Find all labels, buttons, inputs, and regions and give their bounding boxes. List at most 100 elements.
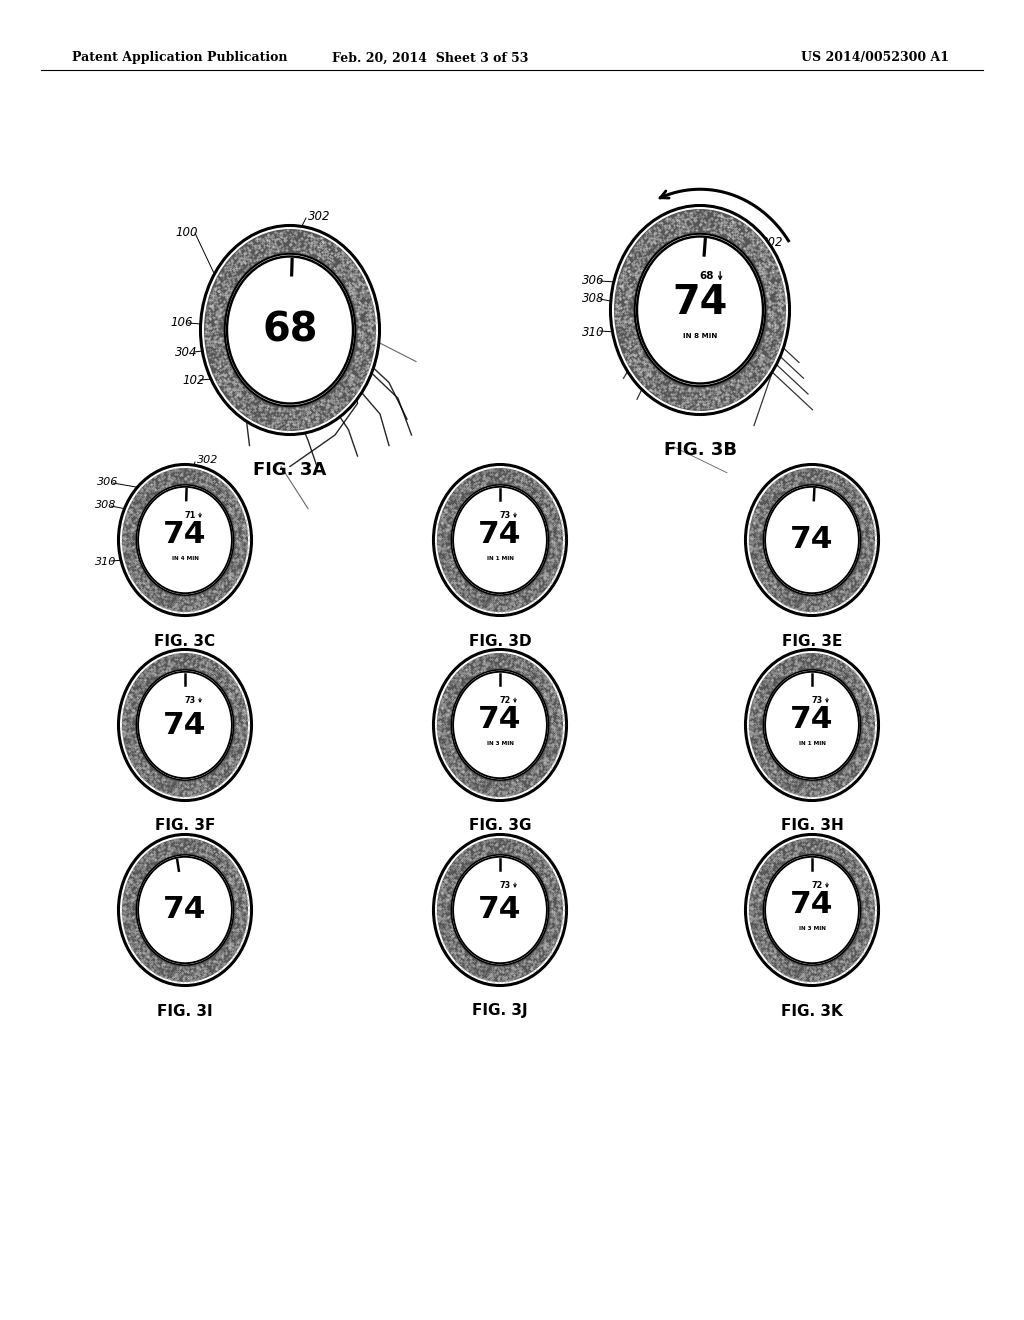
Text: 102: 102 xyxy=(182,374,205,387)
Ellipse shape xyxy=(745,649,879,801)
Ellipse shape xyxy=(765,857,859,964)
Text: IN 3 MIN: IN 3 MIN xyxy=(799,927,825,931)
Ellipse shape xyxy=(224,253,355,407)
Text: FIG. 3I: FIG. 3I xyxy=(158,1003,213,1019)
Ellipse shape xyxy=(122,469,248,612)
Text: 73: 73 xyxy=(499,880,510,890)
Text: FIG. 3K: FIG. 3K xyxy=(781,1003,843,1019)
Text: 74: 74 xyxy=(163,710,207,739)
Ellipse shape xyxy=(610,205,790,414)
Ellipse shape xyxy=(764,855,860,965)
Ellipse shape xyxy=(433,649,567,801)
Ellipse shape xyxy=(764,484,860,595)
Text: 106: 106 xyxy=(170,315,193,329)
Ellipse shape xyxy=(120,466,250,614)
Text: 74: 74 xyxy=(478,705,522,734)
Ellipse shape xyxy=(433,465,567,616)
Text: US 2014/0052300 A1: US 2014/0052300 A1 xyxy=(801,51,949,65)
Text: 100: 100 xyxy=(175,226,198,239)
Ellipse shape xyxy=(435,466,565,614)
Ellipse shape xyxy=(122,653,248,797)
Text: 310: 310 xyxy=(582,326,604,338)
Ellipse shape xyxy=(452,484,549,595)
Ellipse shape xyxy=(745,465,879,616)
Ellipse shape xyxy=(635,234,765,387)
Ellipse shape xyxy=(120,651,250,799)
Text: FIG. 3G: FIG. 3G xyxy=(469,818,531,833)
Text: IN 3 MIN: IN 3 MIN xyxy=(486,741,513,746)
Ellipse shape xyxy=(746,651,877,799)
Ellipse shape xyxy=(437,838,563,982)
Ellipse shape xyxy=(118,834,252,986)
Ellipse shape xyxy=(452,671,549,780)
Ellipse shape xyxy=(227,256,353,404)
Ellipse shape xyxy=(765,672,859,779)
Ellipse shape xyxy=(202,227,378,433)
Ellipse shape xyxy=(437,653,563,797)
Ellipse shape xyxy=(435,836,565,983)
Text: 74: 74 xyxy=(478,895,522,924)
Ellipse shape xyxy=(746,466,877,614)
Text: 308: 308 xyxy=(582,292,604,305)
Ellipse shape xyxy=(745,834,879,986)
Text: 74: 74 xyxy=(163,895,207,924)
Text: FIG. 3C: FIG. 3C xyxy=(155,634,216,648)
Text: 72: 72 xyxy=(499,696,510,705)
Text: FIG. 3J: FIG. 3J xyxy=(472,1003,527,1019)
Ellipse shape xyxy=(136,855,233,965)
Ellipse shape xyxy=(453,487,547,593)
Text: 74: 74 xyxy=(163,520,207,549)
Text: FIG. 3D: FIG. 3D xyxy=(469,634,531,648)
Text: 74: 74 xyxy=(791,705,834,734)
Text: FIG. 3A: FIG. 3A xyxy=(253,461,327,479)
Ellipse shape xyxy=(765,487,859,593)
Text: 74: 74 xyxy=(791,890,834,919)
Ellipse shape xyxy=(138,672,231,779)
Ellipse shape xyxy=(120,836,250,983)
Ellipse shape xyxy=(200,224,380,436)
Ellipse shape xyxy=(435,651,565,799)
Ellipse shape xyxy=(118,649,252,801)
Ellipse shape xyxy=(452,855,549,965)
Text: 73: 73 xyxy=(811,696,822,705)
Text: IN 1 MIN: IN 1 MIN xyxy=(486,556,513,561)
Ellipse shape xyxy=(136,484,233,595)
Text: FIG. 3F: FIG. 3F xyxy=(155,818,215,833)
Ellipse shape xyxy=(118,465,252,616)
Text: 74: 74 xyxy=(673,282,728,322)
Text: 308: 308 xyxy=(95,500,117,510)
Text: 73: 73 xyxy=(184,696,196,705)
Ellipse shape xyxy=(746,836,877,983)
Ellipse shape xyxy=(204,228,376,432)
Ellipse shape xyxy=(749,469,874,612)
Text: 68: 68 xyxy=(699,271,714,281)
Ellipse shape xyxy=(433,834,567,986)
Text: Feb. 20, 2014  Sheet 3 of 53: Feb. 20, 2014 Sheet 3 of 53 xyxy=(332,51,528,65)
Text: IN 8 MIN: IN 8 MIN xyxy=(683,333,717,339)
Text: 302: 302 xyxy=(308,210,331,223)
Text: 72: 72 xyxy=(811,880,822,890)
Text: 68: 68 xyxy=(262,310,317,350)
Ellipse shape xyxy=(637,236,763,384)
Ellipse shape xyxy=(612,207,788,413)
Ellipse shape xyxy=(136,671,233,780)
Text: 74: 74 xyxy=(791,525,834,554)
Text: 74: 74 xyxy=(478,520,522,549)
Text: 302: 302 xyxy=(761,235,783,248)
Text: 73: 73 xyxy=(499,511,510,520)
Text: 71: 71 xyxy=(184,511,196,520)
Ellipse shape xyxy=(453,672,547,779)
Text: FIG. 3H: FIG. 3H xyxy=(780,818,844,833)
Text: IN 1 MIN: IN 1 MIN xyxy=(799,741,825,746)
Text: IN 4 MIN: IN 4 MIN xyxy=(172,556,199,561)
Ellipse shape xyxy=(138,487,231,593)
Ellipse shape xyxy=(453,857,547,964)
Ellipse shape xyxy=(614,209,786,411)
Ellipse shape xyxy=(749,838,874,982)
Text: 306: 306 xyxy=(97,477,119,487)
Text: 304: 304 xyxy=(175,346,198,359)
Ellipse shape xyxy=(138,857,231,964)
Text: 302: 302 xyxy=(197,455,218,465)
Ellipse shape xyxy=(749,653,874,797)
Ellipse shape xyxy=(437,469,563,612)
